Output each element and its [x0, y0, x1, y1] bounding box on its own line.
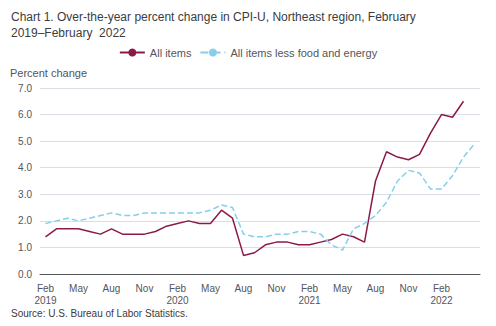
svg-text:2019: 2019 — [34, 295, 57, 306]
svg-text:0.0: 0.0 — [18, 269, 32, 280]
svg-text:5.0: 5.0 — [18, 136, 32, 147]
svg-text:Feb: Feb — [37, 283, 55, 294]
svg-text:Nov: Nov — [400, 283, 418, 294]
svg-text:May: May — [69, 283, 88, 294]
svg-text:Nov: Nov — [136, 283, 154, 294]
svg-text:Aug: Aug — [235, 283, 253, 294]
svg-text:2.0: 2.0 — [18, 215, 32, 226]
svg-text:Percent change: Percent change — [10, 67, 87, 79]
svg-text:May: May — [333, 283, 352, 294]
svg-text:May: May — [201, 283, 220, 294]
svg-text:Feb: Feb — [301, 283, 319, 294]
svg-text:Aug: Aug — [103, 283, 121, 294]
svg-text:6.0: 6.0 — [18, 109, 32, 120]
svg-text:7.0: 7.0 — [18, 83, 32, 94]
svg-text:1.0: 1.0 — [18, 242, 32, 253]
svg-text:Nov: Nov — [268, 283, 286, 294]
svg-text:4.0: 4.0 — [18, 162, 32, 173]
svg-text:Feb: Feb — [169, 283, 187, 294]
svg-text:2019–February 2022: 2019–February 2022 — [11, 26, 126, 40]
svg-text:Chart 1. Over-the-year percent: Chart 1. Over-the-year percent change in… — [11, 10, 416, 24]
svg-text:All items: All items — [150, 47, 192, 59]
svg-text:Source: U.S. Bureau of Labor S: Source: U.S. Bureau of Labor Statistics. — [11, 308, 188, 319]
svg-text:Feb: Feb — [433, 283, 451, 294]
svg-text:3.0: 3.0 — [18, 189, 32, 200]
svg-text:2020: 2020 — [166, 295, 189, 306]
svg-text:2021: 2021 — [298, 295, 321, 306]
svg-text:All items less food and energy: All items less food and energy — [230, 47, 377, 59]
svg-text:Aug: Aug — [367, 283, 385, 294]
svg-text:2022: 2022 — [430, 295, 453, 306]
